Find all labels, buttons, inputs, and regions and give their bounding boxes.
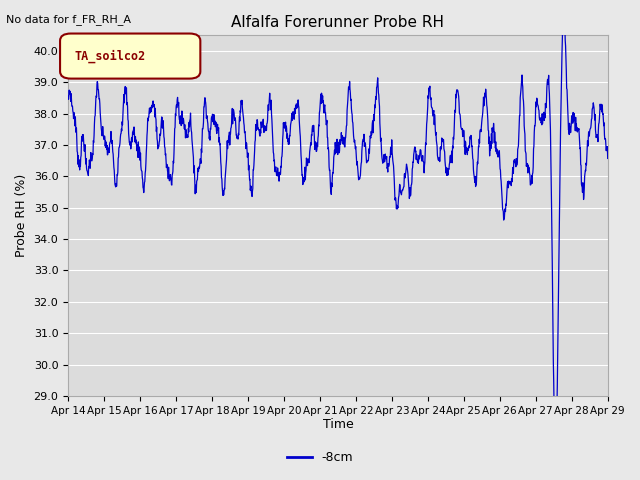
Text: No data for f_FR_RH_A: No data for f_FR_RH_A <box>6 14 131 25</box>
FancyBboxPatch shape <box>60 34 200 79</box>
Legend: -8cm: -8cm <box>282 446 358 469</box>
Y-axis label: Probe RH (%): Probe RH (%) <box>15 174 28 257</box>
Text: TA_soilco2: TA_soilco2 <box>75 49 146 63</box>
Title: Alfalfa Forerunner Probe RH: Alfalfa Forerunner Probe RH <box>232 15 444 30</box>
X-axis label: Time: Time <box>323 419 353 432</box>
